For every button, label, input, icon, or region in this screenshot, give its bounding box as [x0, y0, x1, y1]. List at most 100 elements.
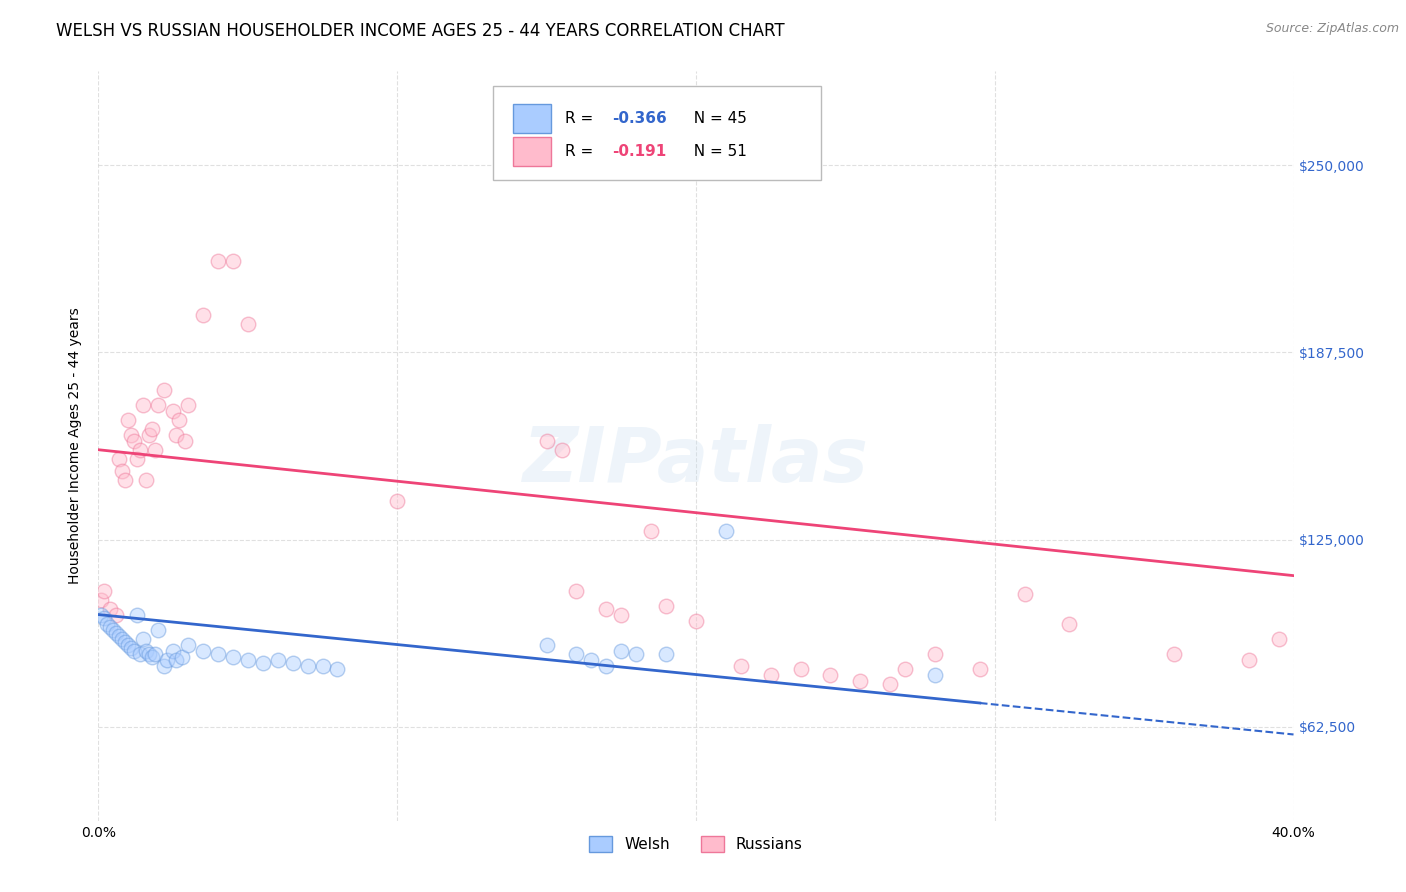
Point — [326, 661, 349, 675]
Point — [98, 619, 122, 633]
Point — [174, 434, 197, 448]
Point — [267, 652, 290, 666]
Point — [167, 413, 190, 427]
Point — [730, 658, 752, 673]
Point — [177, 398, 200, 412]
Point — [207, 254, 229, 268]
Point — [114, 634, 136, 648]
Text: -0.366: -0.366 — [613, 112, 666, 126]
Legend: Welsh, Russians: Welsh, Russians — [583, 830, 808, 858]
Point — [281, 656, 304, 670]
Point — [141, 649, 163, 664]
Point — [132, 398, 155, 412]
Point — [685, 614, 707, 628]
Text: N = 45: N = 45 — [685, 112, 747, 126]
Point — [93, 583, 115, 598]
Point — [138, 647, 160, 661]
Point — [595, 658, 617, 673]
Point — [1059, 616, 1081, 631]
Point — [129, 442, 152, 457]
Point — [117, 413, 139, 427]
Point — [148, 398, 170, 412]
Point — [172, 649, 194, 664]
Point — [98, 601, 122, 615]
Point — [550, 442, 572, 457]
Point — [108, 629, 131, 643]
Point — [162, 404, 184, 418]
Point — [148, 623, 170, 637]
Point — [849, 673, 872, 688]
Point — [894, 661, 917, 675]
Point — [127, 607, 149, 622]
Point — [626, 647, 648, 661]
Point — [156, 652, 179, 666]
FancyBboxPatch shape — [513, 104, 551, 133]
Point — [120, 640, 142, 655]
Point — [143, 442, 166, 457]
Point — [96, 616, 118, 631]
Y-axis label: Householder Income Ages 25 - 44 years: Householder Income Ages 25 - 44 years — [69, 308, 83, 584]
Point — [132, 632, 155, 646]
Text: N = 51: N = 51 — [685, 144, 747, 159]
Point — [1014, 586, 1036, 600]
Point — [93, 610, 115, 624]
Point — [135, 473, 157, 487]
Point — [789, 661, 811, 675]
Point — [103, 623, 125, 637]
Point — [90, 607, 112, 622]
Point — [595, 601, 617, 615]
Point — [105, 625, 128, 640]
Point — [640, 524, 662, 538]
Point — [565, 583, 588, 598]
Text: Source: ZipAtlas.com: Source: ZipAtlas.com — [1265, 22, 1399, 36]
Point — [236, 317, 259, 331]
Point — [565, 647, 588, 661]
Point — [127, 451, 149, 466]
Text: -0.191: -0.191 — [613, 144, 666, 159]
Point — [162, 643, 184, 657]
Point — [820, 667, 842, 681]
Point — [297, 658, 319, 673]
Point — [124, 643, 146, 657]
Point — [714, 524, 737, 538]
Point — [655, 599, 678, 613]
Point — [610, 607, 633, 622]
Point — [111, 632, 134, 646]
Point — [759, 667, 782, 681]
Text: WELSH VS RUSSIAN HOUSEHOLDER INCOME AGES 25 - 44 YEARS CORRELATION CHART: WELSH VS RUSSIAN HOUSEHOLDER INCOME AGES… — [56, 22, 785, 40]
Text: R =: R = — [565, 112, 598, 126]
Point — [153, 658, 176, 673]
Point — [191, 308, 214, 322]
Point — [1267, 632, 1289, 646]
Point — [536, 434, 558, 448]
Point — [129, 647, 152, 661]
Point — [581, 652, 603, 666]
Point — [536, 638, 558, 652]
Point — [90, 592, 112, 607]
Point — [165, 652, 187, 666]
Point — [610, 643, 633, 657]
Point — [191, 643, 214, 657]
Point — [153, 383, 176, 397]
FancyBboxPatch shape — [513, 137, 551, 166]
FancyBboxPatch shape — [494, 87, 821, 180]
Point — [120, 427, 142, 442]
Point — [311, 658, 333, 673]
Point — [969, 661, 991, 675]
Point — [143, 647, 166, 661]
Point — [236, 652, 259, 666]
Point — [924, 647, 946, 661]
Point — [111, 464, 134, 478]
Point — [165, 427, 187, 442]
Point — [124, 434, 146, 448]
Point — [1237, 652, 1260, 666]
Point — [177, 638, 200, 652]
Point — [135, 643, 157, 657]
Text: ZIPatlas: ZIPatlas — [523, 424, 869, 498]
Point — [924, 667, 946, 681]
Point — [879, 676, 901, 690]
Point — [105, 607, 128, 622]
Point — [108, 451, 131, 466]
Point — [1163, 647, 1185, 661]
Point — [655, 647, 678, 661]
